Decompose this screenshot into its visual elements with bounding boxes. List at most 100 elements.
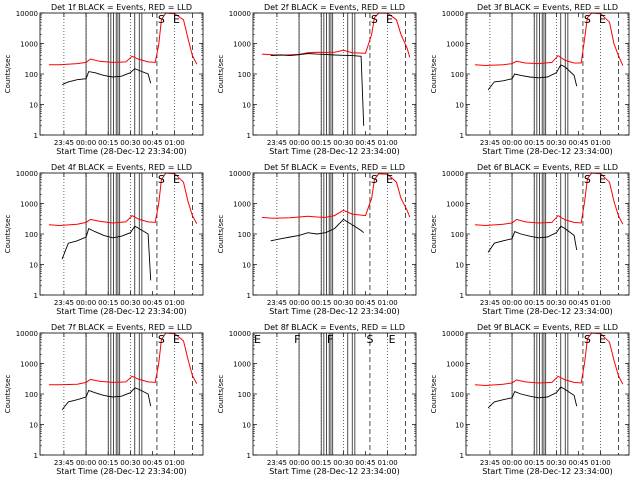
x-tick-label: 00:45 xyxy=(142,459,162,467)
x-tick-label: 00:15 xyxy=(98,299,118,307)
y-tick-label: 100 xyxy=(238,231,251,239)
y-axis-label: Counts/sec xyxy=(217,215,225,254)
y-tick-label: 100 xyxy=(25,71,38,79)
x-axis-label: Start Time (28-Dec-12 23:34:00) xyxy=(269,147,400,156)
interval-marker: S xyxy=(158,13,165,26)
y-tick-label: 1 xyxy=(34,452,38,460)
x-tick-label: 00:30 xyxy=(546,459,566,467)
interval-marker: S xyxy=(371,13,378,26)
interval-marker: E xyxy=(599,333,606,346)
y-tick-label: 10 xyxy=(455,422,464,430)
x-tick-label: 00:00 xyxy=(76,299,96,307)
plot-frame xyxy=(39,12,204,136)
y-tick-label: 1000 xyxy=(233,41,251,49)
interval-marker: E xyxy=(386,173,393,186)
x-tick-label: 00:30 xyxy=(120,459,140,467)
x-tick-label: 23:45 xyxy=(267,459,287,467)
y-tick-label: 10000 xyxy=(229,170,251,178)
x-tick-label: 23:45 xyxy=(267,139,287,147)
x-tick-label: 00:00 xyxy=(76,139,96,147)
panel-title: Det 7f BLACK = Events, RED = LLD xyxy=(51,323,192,332)
x-tick-label: 00:45 xyxy=(568,139,588,147)
x-tick-label: 00:45 xyxy=(355,459,375,467)
panel-title: Det 8f BLACK = Events, RED = LLD xyxy=(264,323,405,332)
y-tick-label: 10000 xyxy=(442,170,464,178)
lld-series-line xyxy=(474,172,624,227)
x-axis-label: Start Time (28-Dec-12 23:34:00) xyxy=(56,147,187,156)
x-tick-label: 00:00 xyxy=(502,139,522,147)
y-tick-label: 10000 xyxy=(16,170,38,178)
x-tick-label: 00:30 xyxy=(333,299,353,307)
y-tick-label: 1 xyxy=(34,132,38,140)
y-tick-label: 100 xyxy=(451,391,464,399)
panel-title: Det 5f BLACK = Events, RED = LLD xyxy=(264,163,405,172)
y-axis-label: Counts/sec xyxy=(4,375,12,414)
interval-marker: S xyxy=(366,333,373,346)
y-tick-label: 100 xyxy=(238,391,251,399)
x-tick-label: 01:00 xyxy=(378,299,398,307)
interval-marker: S xyxy=(584,173,591,186)
x-tick-label: 01:00 xyxy=(591,139,611,147)
y-tick-label: 10 xyxy=(455,262,464,270)
y-tick-label: 1000 xyxy=(446,41,464,49)
events-series-line xyxy=(487,225,578,253)
x-tick-label: 00:45 xyxy=(355,299,375,307)
x-tick-label: 00:15 xyxy=(98,459,118,467)
plot-frame xyxy=(252,12,417,136)
x-tick-label: 23:45 xyxy=(54,139,74,147)
x-tick-label: 01:00 xyxy=(165,459,185,467)
y-tick-label: 1 xyxy=(460,452,464,460)
y-tick-label: 10000 xyxy=(229,10,251,18)
x-tick-label: 00:15 xyxy=(311,139,331,147)
interval-marker: F xyxy=(327,333,333,346)
x-axis-label: Start Time (28-Dec-12 23:34:00) xyxy=(482,467,613,476)
y-tick-label: 1000 xyxy=(446,201,464,209)
y-axis-label: Counts/sec xyxy=(430,375,438,414)
x-tick-label: 23:45 xyxy=(54,459,74,467)
y-tick-label: 1 xyxy=(34,292,38,300)
events-series-line xyxy=(487,64,578,91)
y-tick-label: 100 xyxy=(25,391,38,399)
y-tick-label: 10 xyxy=(29,262,38,270)
interval-marker: E xyxy=(389,333,396,346)
y-tick-label: 10000 xyxy=(229,330,251,338)
x-tick-label: 00:30 xyxy=(546,139,566,147)
plot-frame xyxy=(465,172,630,296)
x-tick-label: 00:00 xyxy=(76,459,96,467)
y-tick-label: 1000 xyxy=(20,201,38,209)
events-series-line xyxy=(487,386,578,409)
y-tick-label: 1 xyxy=(460,132,464,140)
y-axis-label: Counts/sec xyxy=(4,215,12,254)
x-tick-label: 00:45 xyxy=(568,299,588,307)
interval-marker: S xyxy=(158,173,165,186)
lld-series-line xyxy=(474,332,624,387)
x-tick-label: 00:45 xyxy=(568,459,588,467)
lld-series-line xyxy=(48,172,198,227)
interval-marker: E xyxy=(254,333,261,346)
interval-marker: E xyxy=(599,13,606,26)
x-tick-label: 23:45 xyxy=(480,299,500,307)
interval-marker: S xyxy=(584,333,591,346)
x-tick-label: 00:30 xyxy=(120,139,140,147)
x-tick-label: 00:15 xyxy=(311,299,331,307)
y-tick-label: 10 xyxy=(29,422,38,430)
plot-frame xyxy=(39,332,204,456)
x-tick-label: 01:00 xyxy=(378,139,398,147)
x-axis-label: Start Time (28-Dec-12 23:34:00) xyxy=(482,307,613,316)
panel-title: Det 3f BLACK = Events, RED = LLD xyxy=(477,3,618,12)
x-tick-label: 01:00 xyxy=(591,299,611,307)
interval-marker: F xyxy=(294,333,300,346)
interval-marker: S xyxy=(158,333,165,346)
y-tick-label: 1000 xyxy=(20,41,38,49)
events-series-line xyxy=(61,387,152,411)
x-tick-label: 00:15 xyxy=(524,299,544,307)
x-tick-label: 01:00 xyxy=(591,459,611,467)
x-tick-label: 00:30 xyxy=(546,299,566,307)
x-tick-label: 00:30 xyxy=(120,299,140,307)
x-tick-label: 00:45 xyxy=(355,139,375,147)
x-tick-label: 00:00 xyxy=(289,459,309,467)
